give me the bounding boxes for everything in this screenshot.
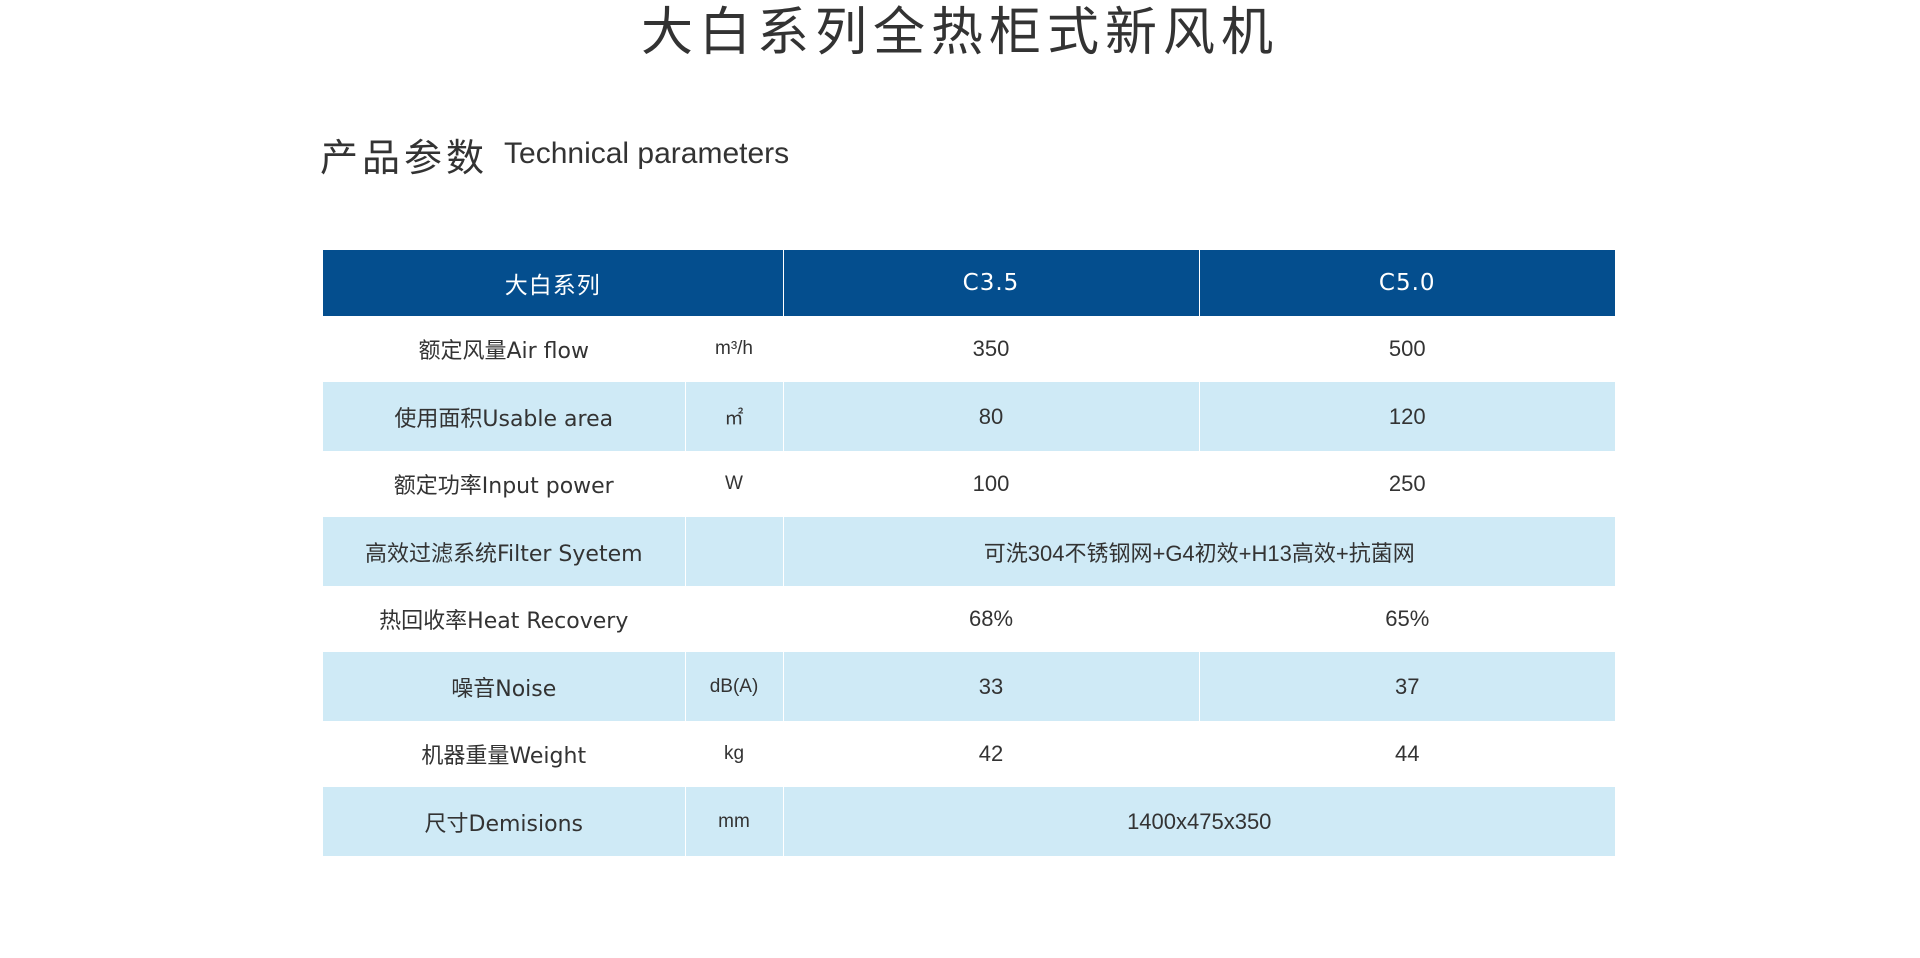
table-row: 额定功率Input power W 100 250: [323, 451, 1615, 517]
param-unit: m³/h: [685, 316, 784, 382]
value-c50: 37: [1199, 652, 1615, 721]
param-label: 使用面积Usable area: [323, 382, 686, 451]
value-merged: 可洗304不锈钢网+G4初效+H13高效+抗菌网: [783, 517, 1615, 586]
section-heading-en: Technical parameters: [504, 137, 790, 170]
table-row: 尺寸Demisions mm 1400x475x350: [323, 787, 1615, 856]
table-row: 高效过滤系统Filter Syetem 可洗304不锈钢网+G4初效+H13高效…: [323, 517, 1615, 586]
value-c50: 44: [1199, 721, 1615, 787]
value-c50: 500: [1199, 316, 1615, 382]
table-row: 使用面积Usable area ㎡ 80 120: [323, 382, 1615, 451]
header-model-c35: C3.5: [783, 250, 1200, 316]
value-c50: 65%: [1199, 586, 1615, 652]
param-unit: [685, 586, 784, 652]
header-series: 大白系列: [323, 250, 784, 316]
spec-table: 大白系列 C3.5 C5.0 额定风量Air flow m³/h 350 500…: [323, 250, 1615, 856]
table-row: 噪音Noise dB(A) 33 37: [323, 652, 1615, 721]
page-title: 大白系列全热柜式新风机: [640, 3, 1279, 63]
value-c35: 350: [783, 316, 1200, 382]
value-c50: 250: [1199, 451, 1615, 517]
param-unit: ㎡: [685, 382, 784, 451]
param-label: 高效过滤系统Filter Syetem: [323, 517, 686, 586]
param-unit: dB(A): [685, 652, 784, 721]
param-unit: W: [685, 451, 784, 517]
table-row: 热回收率Heat Recovery 68% 65%: [323, 586, 1615, 652]
param-unit: [685, 517, 784, 586]
param-label: 尺寸Demisions: [323, 787, 686, 856]
value-c35: 68%: [783, 586, 1200, 652]
value-merged: 1400x475x350: [783, 787, 1615, 856]
param-label: 额定风量Air flow: [323, 316, 686, 382]
value-c35: 80: [783, 382, 1200, 451]
param-unit: mm: [685, 787, 784, 856]
value-c35: 42: [783, 721, 1200, 787]
section-heading-cn: 产品参数: [320, 135, 489, 180]
section-heading: 产品参数 Technical parameters: [320, 124, 789, 184]
table-row: 机器重量Weight kg 42 44: [323, 721, 1615, 787]
param-label: 噪音Noise: [323, 652, 686, 721]
header-model-c50: C5.0: [1199, 250, 1615, 316]
table-row: 额定风量Air flow m³/h 350 500: [323, 316, 1615, 382]
value-c35: 33: [783, 652, 1200, 721]
param-label: 热回收率Heat Recovery: [323, 586, 686, 652]
param-unit: kg: [685, 721, 784, 787]
param-label: 额定功率Input power: [323, 451, 686, 517]
value-c50: 120: [1199, 382, 1615, 451]
value-c35: 100: [783, 451, 1200, 517]
table-header-row: 大白系列 C3.5 C5.0: [323, 250, 1615, 316]
param-label: 机器重量Weight: [323, 721, 686, 787]
